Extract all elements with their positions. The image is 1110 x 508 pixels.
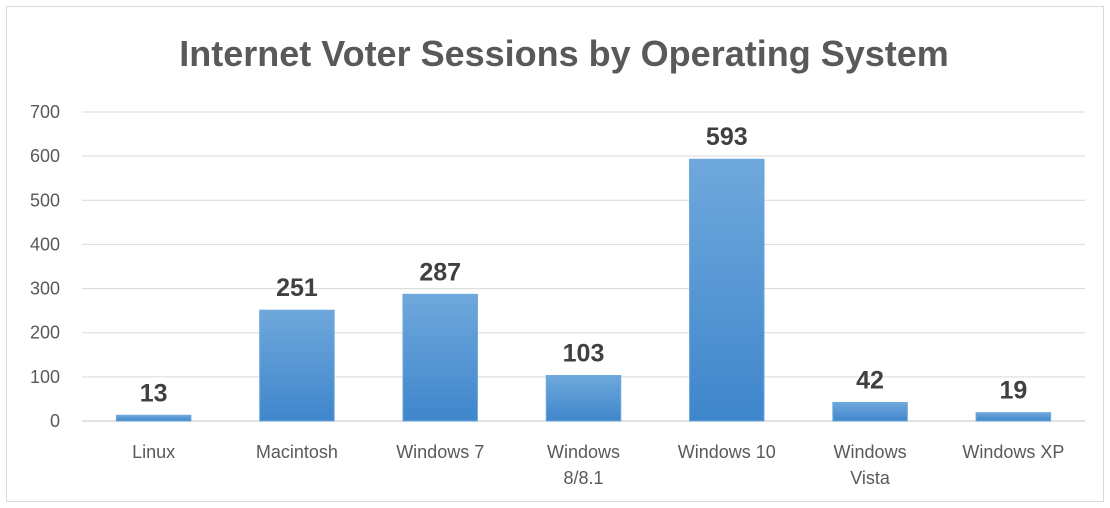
x-category-label-line: Windows XP bbox=[962, 442, 1064, 462]
x-category-label-line: Vista bbox=[850, 468, 891, 488]
chart-title: Internet Voter Sessions by Operating Sys… bbox=[179, 33, 949, 74]
data-label: 103 bbox=[563, 340, 605, 368]
data-label: 19 bbox=[999, 377, 1027, 405]
x-category-label-line: Windows bbox=[834, 442, 907, 462]
x-category-label: Windows XP bbox=[962, 442, 1064, 462]
x-category-label: Windows Vista bbox=[834, 442, 907, 488]
x-category-label-line: Windows 10 bbox=[678, 442, 776, 462]
y-tick-label: 100 bbox=[30, 367, 60, 387]
x-category-label: Windows 10 bbox=[678, 442, 776, 462]
bar bbox=[259, 309, 335, 422]
y-tick-label: 600 bbox=[30, 146, 60, 166]
bar bbox=[832, 401, 908, 422]
bar bbox=[689, 158, 765, 422]
data-label: 251 bbox=[276, 274, 318, 302]
y-axis-ticks: 0 100 200 300 400 500 600 700 bbox=[30, 102, 60, 431]
y-tick-label: 300 bbox=[30, 279, 60, 299]
bars bbox=[115, 158, 1052, 422]
y-tick-label: 700 bbox=[30, 102, 60, 122]
x-category-label-line: Linux bbox=[132, 442, 175, 462]
y-tick-label: 200 bbox=[30, 323, 60, 343]
x-category-label: Linux bbox=[132, 442, 175, 462]
data-label: 42 bbox=[856, 366, 884, 394]
y-tick-label: 400 bbox=[30, 234, 60, 254]
x-category-label-line: Windows bbox=[547, 442, 620, 462]
x-category-label-line: Windows 7 bbox=[396, 442, 484, 462]
data-labels: 13 251 287 103 593 42 19 bbox=[140, 123, 1028, 407]
x-axis-categories: Linux Macintosh Windows 7 Windows 8/8.1Windo… bbox=[132, 442, 1064, 488]
x-category-label: Macintosh bbox=[256, 442, 338, 462]
data-label: 287 bbox=[419, 258, 461, 286]
x-category-label-line: 8/8.1 bbox=[563, 468, 603, 488]
gridlines bbox=[82, 111, 1085, 422]
x-category-label-line: Macintosh bbox=[256, 442, 338, 462]
x-category-label: Windows 7 bbox=[396, 442, 484, 462]
bar bbox=[545, 375, 622, 422]
bar bbox=[115, 414, 192, 422]
x-category-label: Windows 8/8.1 bbox=[547, 442, 620, 488]
bar bbox=[975, 412, 1052, 422]
data-label: 593 bbox=[706, 123, 748, 151]
data-label: 13 bbox=[140, 379, 168, 407]
y-tick-label: 0 bbox=[50, 411, 60, 431]
bar bbox=[402, 293, 478, 422]
y-tick-label: 500 bbox=[30, 190, 60, 210]
